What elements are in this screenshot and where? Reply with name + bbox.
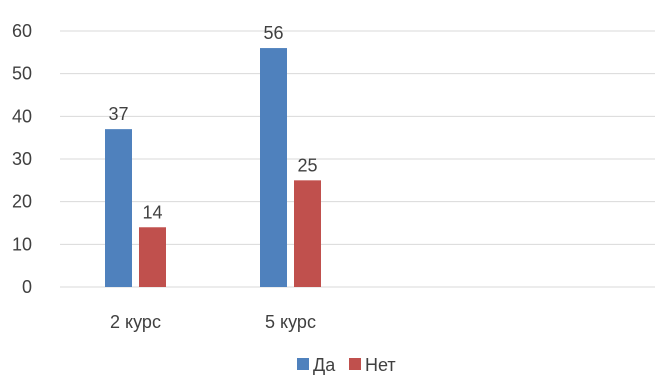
- y-axis-ticks: 0 10 20 30 40 50 60: [12, 21, 32, 297]
- bar-Да-2 курс: [105, 129, 132, 287]
- legend-swatch: [349, 358, 361, 370]
- y-tick-label: 20: [12, 192, 32, 212]
- y-tick-label: 30: [12, 149, 32, 169]
- category-label: 2 курс: [110, 312, 161, 332]
- category-label: 5 курс: [265, 312, 316, 332]
- data-label: 56: [263, 23, 283, 43]
- bars: [105, 48, 321, 287]
- data-labels: 37 14 56 25: [108, 23, 317, 222]
- bar-Нет-2 курс: [139, 227, 166, 287]
- legend-swatch: [297, 358, 309, 370]
- bar-Да-5 курс: [260, 48, 287, 287]
- legend-label: Нет: [365, 355, 396, 375]
- data-label: 37: [108, 104, 128, 124]
- legend: Да Нет: [297, 355, 396, 375]
- y-tick-label: 40: [12, 106, 32, 126]
- x-axis-categories: 2 курс 5 курс: [110, 312, 316, 332]
- y-tick-label: 10: [12, 234, 32, 254]
- data-label: 14: [142, 202, 162, 222]
- y-tick-label: 60: [12, 21, 32, 41]
- bar-Нет-5 курс: [294, 180, 321, 287]
- y-tick-label: 50: [12, 64, 32, 84]
- data-label: 25: [297, 155, 317, 175]
- y-tick-label: 0: [22, 277, 32, 297]
- legend-label: Да: [313, 355, 336, 375]
